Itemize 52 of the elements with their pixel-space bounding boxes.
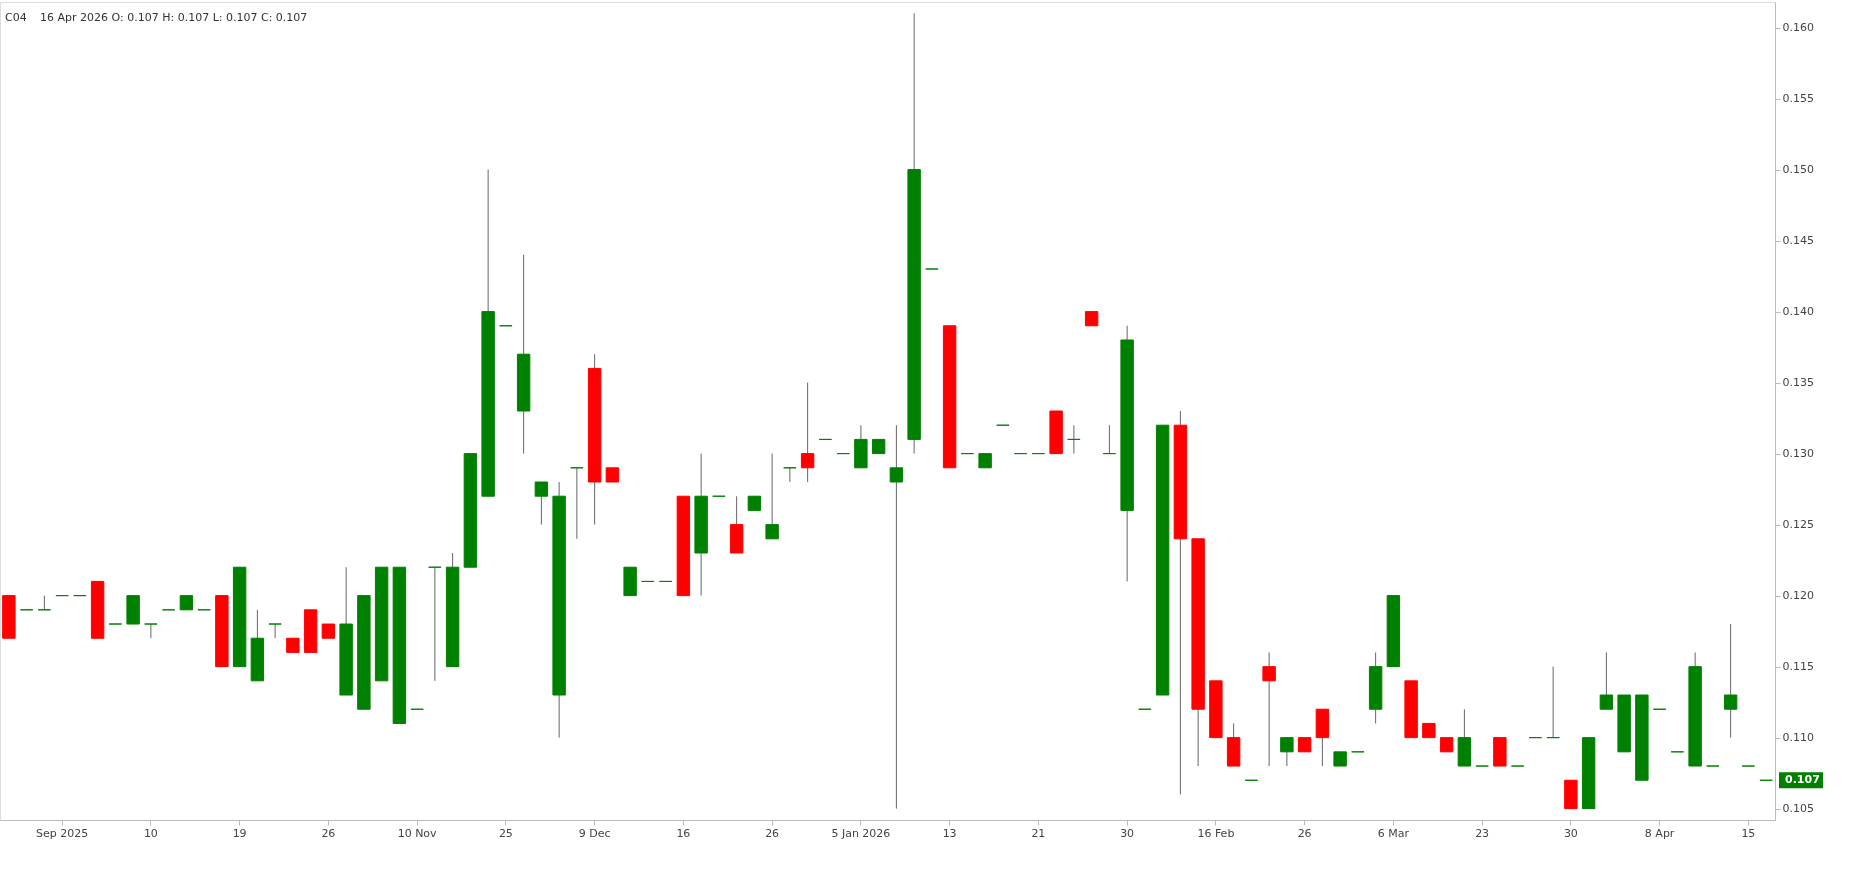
text: 0.107: [1785, 773, 1820, 787]
candlestick: [37, 595, 52, 611]
y-tick-label: 0.110: [1782, 731, 1814, 745]
x-tick-label: 6 Mar: [1377, 826, 1410, 840]
x-tick-label: 16: [676, 826, 691, 840]
text: C04: [5, 11, 27, 24]
x-tick-label: 10 Nov: [397, 826, 438, 840]
candlestick: [1599, 651, 1614, 710]
x-tick-label: 5 Jan 2026: [831, 826, 891, 840]
y-tick-label: 0.140: [1782, 305, 1814, 319]
x-tick-label: 15: [1741, 826, 1756, 840]
y-tick-label: 0.145: [1782, 234, 1814, 248]
y-tick-label: 0.115: [1782, 660, 1814, 674]
x-tick-label: 30: [1563, 826, 1578, 840]
text: 16 Apr 2026 O: 0.107 H: 0.107 L: 0.107 C: 0.107: [40, 11, 308, 24]
x-tick-label: 23: [1475, 826, 1490, 840]
x-tick-label: 8 Apr: [1644, 826, 1675, 840]
candlestick: [268, 623, 282, 639]
candlestick: [1067, 424, 1081, 455]
candlestick: [889, 424, 904, 810]
candlestick: [1723, 623, 1738, 739]
y-tick-label: 0.130: [1782, 447, 1814, 461]
x-tick-label: 30: [1120, 826, 1135, 840]
candlestick: [765, 453, 779, 540]
candlestick: [800, 382, 815, 483]
candlestick: [144, 623, 158, 639]
x-tick-label: 26: [765, 826, 780, 840]
y-tick-label: 0.155: [1782, 92, 1814, 106]
y-tick-label: 0.120: [1782, 589, 1814, 603]
x-tick-label: 16 Feb: [1197, 826, 1235, 840]
x-tick-label: 10: [143, 826, 158, 840]
x-tick-label: Sep 2025: [36, 826, 89, 840]
candlestick: [1262, 651, 1276, 767]
candlestick: [1102, 424, 1117, 455]
x-tick-label: 19: [232, 826, 247, 840]
x-tick-label: 13: [942, 826, 957, 840]
x-tick-label: 26: [321, 826, 336, 840]
x-tick-label: 25: [498, 826, 513, 840]
y-tick-label: 0.125: [1782, 518, 1814, 532]
candlestick: [783, 467, 797, 483]
y-tick-label: 0.150: [1782, 163, 1814, 177]
candlestick: [1280, 737, 1294, 767]
y-tick-label: 0.105: [1782, 802, 1814, 816]
y-tick-label: 0.135: [1782, 376, 1814, 390]
candlestick: [1546, 666, 1560, 739]
x-tick-label: 21: [1031, 826, 1046, 840]
candlestick: [428, 566, 442, 682]
x-tick-label: 26: [1297, 826, 1312, 840]
y-tick-label: 0.160: [1782, 21, 1814, 35]
candlestick: [534, 481, 549, 526]
candlestick: [570, 467, 584, 540]
x-tick-label: 9 Dec: [578, 826, 611, 840]
